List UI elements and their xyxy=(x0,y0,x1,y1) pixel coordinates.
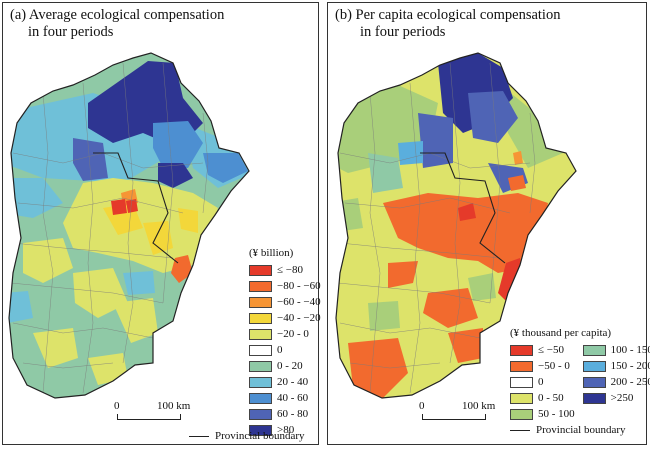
legend-column-left: ≤ −50 −50 - 0 0 0 - 50 50 - 100 xyxy=(510,342,575,422)
legend-item: −40 - −20 xyxy=(249,310,321,326)
panel-a-title-line1: (a) Average ecological compensation xyxy=(10,7,225,23)
legend-item: −80 - −60 xyxy=(249,278,321,294)
legend-swatch xyxy=(249,344,272,356)
legend-item: 200 - 250 xyxy=(582,374,650,390)
legend-title: (¥ billion) xyxy=(249,247,294,259)
legend-label: −40 - −20 xyxy=(277,312,321,324)
legend-swatch xyxy=(249,424,272,436)
legend-swatch xyxy=(249,376,272,388)
panel-a-scale-bar: 0 100 km xyxy=(114,400,190,420)
map-panel-a: (a) Average ecological compensation in f… xyxy=(2,2,321,445)
legend-swatch xyxy=(510,408,533,420)
legend-item: −50 - 0 xyxy=(510,358,575,374)
scale-start-label: 0 xyxy=(114,400,120,412)
legend-label: 0 xyxy=(538,376,544,388)
legend-item: −20 - 0 xyxy=(249,326,321,342)
legend-item: 0 - 20 xyxy=(249,358,321,374)
legend-item: 150 - 200 xyxy=(582,358,650,374)
legend-label: 100 - 150 xyxy=(610,344,650,356)
boundary-line-symbol xyxy=(510,429,530,431)
legend-label: >250 xyxy=(610,392,634,404)
scale-bar xyxy=(422,414,486,420)
legend-label: −20 - 0 xyxy=(277,328,309,340)
legend-item: 60 - 80 xyxy=(249,406,321,422)
scale-start-label: 0 xyxy=(419,400,425,412)
legend-swatch xyxy=(582,360,606,372)
legend-swatch xyxy=(582,392,606,404)
panel-b-scale-bar: 0 100 km xyxy=(419,400,495,420)
scale-end-label: 100 km xyxy=(462,400,496,412)
legend-item: −60 - −40 xyxy=(249,294,321,310)
panel-a-boundary-legend: Provincial boundary xyxy=(189,430,305,442)
legend-swatch xyxy=(249,328,272,340)
legend-title: (¥ thousand per capita) xyxy=(510,327,612,339)
legend-swatch xyxy=(249,312,272,324)
legend-item: ≤ −50 xyxy=(510,342,575,358)
legend-swatch xyxy=(510,376,533,388)
legend-swatch xyxy=(249,296,272,308)
legend-item: 0 xyxy=(510,374,575,390)
legend-label: 20 - 40 xyxy=(277,376,309,388)
panel-a-title: (a) Average ecological compensation in f… xyxy=(10,7,224,41)
legend-swatch xyxy=(582,376,606,388)
legend-label: 50 - 100 xyxy=(538,408,575,420)
legend-swatch xyxy=(510,360,533,372)
panel-b-title: (b) Per capita ecological compensation i… xyxy=(335,7,560,41)
panel-a-legend: (¥ billion) ≤ −80 −80 - −60 −60 - −40 −4… xyxy=(249,247,321,438)
legend-item: 100 - 150 xyxy=(582,342,650,358)
legend-swatch xyxy=(249,280,272,292)
legend-label: −80 - −60 xyxy=(277,280,321,292)
map-panel-b: (b) Per capita ecological compensation i… xyxy=(327,2,650,445)
legend-label: 0 - 20 xyxy=(277,360,303,372)
panel-a-title-line2: in four periods xyxy=(28,24,114,40)
scale-end-label: 100 km xyxy=(157,400,191,412)
legend-swatch xyxy=(249,408,272,420)
legend-label: ≤ −80 xyxy=(277,264,303,276)
legend-label: ≤ −50 xyxy=(538,344,564,356)
legend-label: −60 - −40 xyxy=(277,296,321,308)
scale-bar xyxy=(117,414,181,420)
legend-swatch xyxy=(249,360,272,372)
legend-item: 50 - 100 xyxy=(510,406,575,422)
boundary-line-symbol xyxy=(189,435,209,437)
legend-label: >80 xyxy=(277,424,295,436)
legend-label: 150 - 200 xyxy=(610,360,650,372)
legend-item: ≤ −80 xyxy=(249,262,321,278)
legend-label: 0 - 50 xyxy=(538,392,564,404)
choropleth-map-b xyxy=(335,52,577,399)
legend-label: 40 - 60 xyxy=(277,392,309,404)
panel-b-title-line1: (b) Per capita ecological compensation xyxy=(335,7,561,23)
legend-swatch xyxy=(249,264,272,276)
legend-item: >250 xyxy=(582,390,650,406)
panel-b-title-line2: in four periods xyxy=(360,24,446,40)
legend-item: 20 - 40 xyxy=(249,374,321,390)
legend-label: −50 - 0 xyxy=(538,360,570,372)
legend-swatch xyxy=(510,344,533,356)
legend-item: 0 xyxy=(249,342,321,358)
boundary-label: Provincial boundary xyxy=(536,424,626,436)
legend-column-right: 100 - 150 150 - 200 200 - 250 >250 xyxy=(582,342,650,422)
legend-swatch xyxy=(582,344,606,356)
legend-label: 0 xyxy=(277,344,283,356)
panel-b-legend: (¥ thousand per capita) ≤ −50 −50 - 0 0 … xyxy=(510,327,650,436)
legend-item: 0 - 50 xyxy=(510,390,575,406)
legend-swatch xyxy=(249,392,272,404)
choropleth-map-a xyxy=(8,52,250,399)
panel-b-boundary-legend: Provincial boundary xyxy=(510,424,650,436)
legend-label: 200 - 250 xyxy=(610,376,650,388)
legend-swatch xyxy=(510,392,533,404)
legend-label: 60 - 80 xyxy=(277,408,309,420)
legend-item: 40 - 60 xyxy=(249,390,321,406)
boundary-label: Provincial boundary xyxy=(215,430,305,442)
legend-item: >80 xyxy=(249,422,321,438)
